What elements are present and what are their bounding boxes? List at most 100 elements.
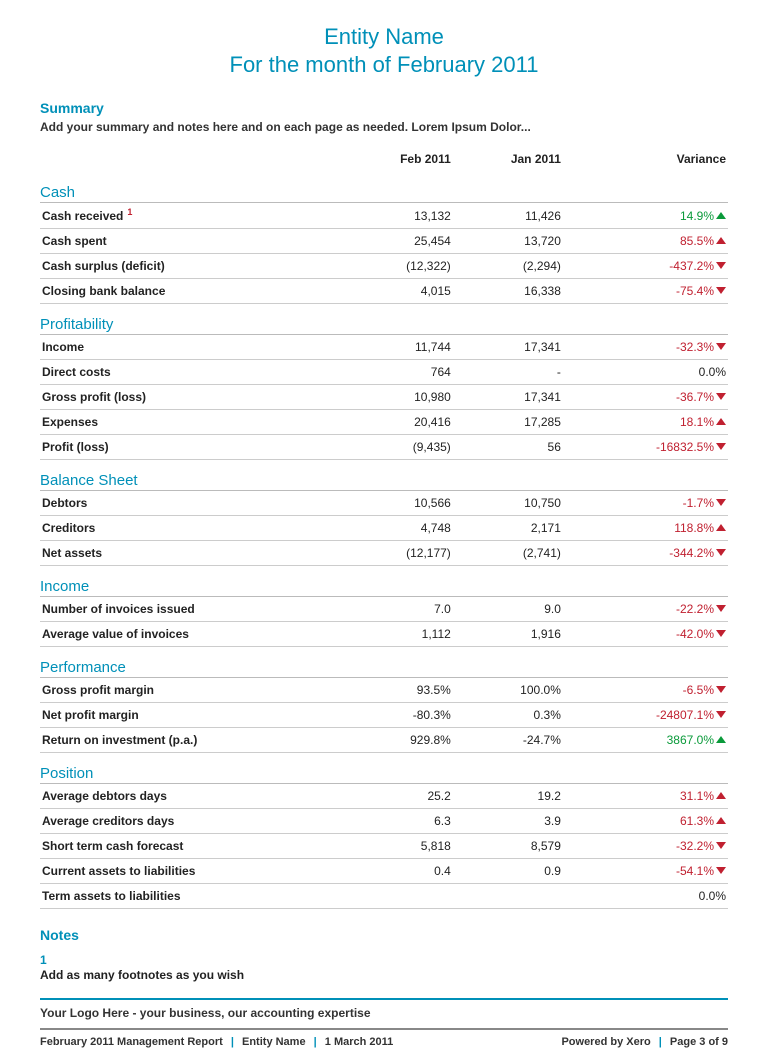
value-variance: -1.7% xyxy=(563,491,728,516)
arrow-down-icon xyxy=(716,287,726,294)
value-current: 93.5% xyxy=(343,678,453,703)
group-title-row: Position xyxy=(40,753,728,784)
value-variance: 118.8% xyxy=(563,516,728,541)
value-variance: 61.3% xyxy=(563,809,728,834)
table-row: Average creditors days6.33.961.3% xyxy=(40,809,728,834)
value-prior: 13,720 xyxy=(453,229,563,254)
value-current: 25.2 xyxy=(343,784,453,809)
value-variance: -54.1% xyxy=(563,859,728,884)
value-current: 0.4 xyxy=(343,859,453,884)
group-title-row: Income xyxy=(40,566,728,597)
value-prior: (2,294) xyxy=(453,254,563,279)
arrow-down-icon xyxy=(716,686,726,693)
value-current: 10,566 xyxy=(343,491,453,516)
column-header-variance: Variance xyxy=(563,148,728,172)
value-prior: 11,426 xyxy=(453,203,563,229)
table-row: Number of invoices issued7.09.0-22.2% xyxy=(40,597,728,622)
row-label: Income xyxy=(40,335,343,360)
value-current: (12,322) xyxy=(343,254,453,279)
arrow-down-icon xyxy=(716,393,726,400)
value-variance: -36.7% xyxy=(563,385,728,410)
row-label: Number of invoices issued xyxy=(40,597,343,622)
table-row: Creditors4,7482,171118.8% xyxy=(40,516,728,541)
value-current: 1,112 xyxy=(343,622,453,647)
report-entity-title: Entity Name xyxy=(40,24,728,50)
value-variance: 18.1% xyxy=(563,410,728,435)
row-label: Debtors xyxy=(40,491,343,516)
value-variance: -32.3% xyxy=(563,335,728,360)
value-variance: -24807.1% xyxy=(563,703,728,728)
value-variance: -16832.5% xyxy=(563,435,728,460)
table-header-row: Feb 2011 Jan 2011 Variance xyxy=(40,148,728,172)
group-title-cell: Cash xyxy=(40,172,728,203)
arrow-down-icon xyxy=(716,549,726,556)
column-header-current: Feb 2011 xyxy=(343,148,453,172)
table-row: Short term cash forecast5,8188,579-32.2% xyxy=(40,834,728,859)
row-label: Average creditors days xyxy=(40,809,343,834)
value-prior: 9.0 xyxy=(453,597,563,622)
row-label: Creditors xyxy=(40,516,343,541)
table-row: Average debtors days25.219.231.1% xyxy=(40,784,728,809)
value-prior: 17,285 xyxy=(453,410,563,435)
notes-body: 1Add as many footnotes as you wish xyxy=(40,953,728,982)
value-variance: -75.4% xyxy=(563,279,728,304)
value-current: 929.8% xyxy=(343,728,453,753)
footnote-ref: 1 xyxy=(127,207,132,217)
value-prior: 8,579 xyxy=(453,834,563,859)
row-label: Net assets xyxy=(40,541,343,566)
footer-sep-icon: | xyxy=(659,1036,662,1048)
group-title-cell: Income xyxy=(40,566,728,597)
row-label: Closing bank balance xyxy=(40,279,343,304)
table-row: Current assets to liabilities0.40.9-54.1… xyxy=(40,859,728,884)
arrow-down-icon xyxy=(716,443,726,450)
value-current: 10,980 xyxy=(343,385,453,410)
table-row: Profit (loss)(9,435)56-16832.5% xyxy=(40,435,728,460)
footer-sep-icon: | xyxy=(231,1036,234,1048)
arrow-up-icon xyxy=(716,736,726,743)
arrow-up-icon xyxy=(716,817,726,824)
value-current: 20,416 xyxy=(343,410,453,435)
divider-accent xyxy=(40,998,728,1000)
value-prior: 17,341 xyxy=(453,335,563,360)
arrow-up-icon xyxy=(716,237,726,244)
table-row: Expenses20,41617,28518.1% xyxy=(40,410,728,435)
value-prior: 19.2 xyxy=(453,784,563,809)
value-prior: 56 xyxy=(453,435,563,460)
divider-footer xyxy=(40,1028,728,1030)
notes-heading: Notes xyxy=(40,927,728,943)
value-variance: 0.0% xyxy=(563,360,728,385)
value-current: 4,748 xyxy=(343,516,453,541)
table-row: Net profit margin-80.3%0.3%-24807.1% xyxy=(40,703,728,728)
table-row: Income11,74417,341-32.3% xyxy=(40,335,728,360)
column-header-label xyxy=(40,148,343,172)
footer-page-number: Page 3 of 9 xyxy=(670,1036,728,1048)
value-current xyxy=(343,884,453,909)
table-row: Term assets to liabilities0.0% xyxy=(40,884,728,909)
table-row: Average value of invoices1,1121,916-42.0… xyxy=(40,622,728,647)
value-prior: 17,341 xyxy=(453,385,563,410)
value-variance: -22.2% xyxy=(563,597,728,622)
value-prior: 0.3% xyxy=(453,703,563,728)
row-label: Average value of invoices xyxy=(40,622,343,647)
value-current: 4,015 xyxy=(343,279,453,304)
arrow-down-icon xyxy=(716,711,726,718)
arrow-up-icon xyxy=(716,792,726,799)
row-label: Net profit margin xyxy=(40,703,343,728)
footer-report-name: February 2011 Management Report xyxy=(40,1036,223,1048)
value-prior: 1,916 xyxy=(453,622,563,647)
table-row: Gross profit margin93.5%100.0%-6.5% xyxy=(40,678,728,703)
value-variance: -437.2% xyxy=(563,254,728,279)
table-row: Direct costs764-0.0% xyxy=(40,360,728,385)
row-label: Cash received1 xyxy=(40,203,343,229)
value-variance: -344.2% xyxy=(563,541,728,566)
row-label: Current assets to liabilities xyxy=(40,859,343,884)
row-label: Gross profit margin xyxy=(40,678,343,703)
table-row: Closing bank balance4,01516,338-75.4% xyxy=(40,279,728,304)
value-variance: 85.5% xyxy=(563,229,728,254)
value-variance: -32.2% xyxy=(563,834,728,859)
row-label: Average debtors days xyxy=(40,784,343,809)
table-row: Debtors10,56610,750-1.7% xyxy=(40,491,728,516)
footer-powered-by: Powered by Xero xyxy=(561,1036,650,1048)
value-prior xyxy=(453,884,563,909)
row-label: Gross profit (loss) xyxy=(40,385,343,410)
